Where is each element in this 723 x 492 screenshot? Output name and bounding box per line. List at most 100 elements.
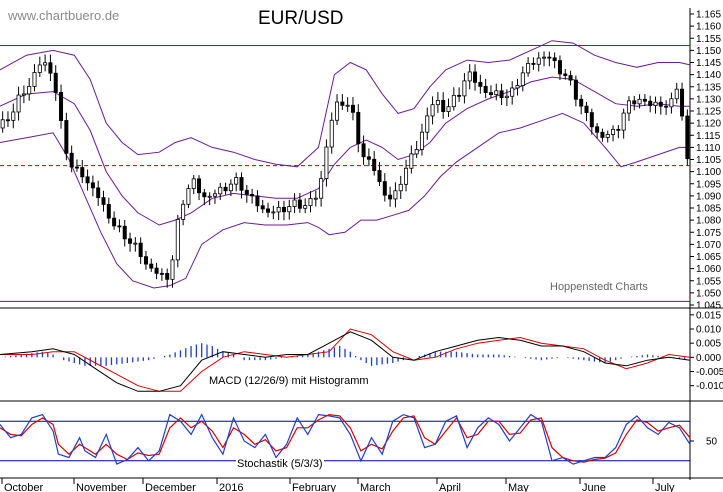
- candle-body: [271, 211, 276, 214]
- candle-body: [409, 153, 414, 169]
- candle-body: [605, 134, 610, 138]
- stoch-d-line: [0, 413, 691, 463]
- chart-credit: Hoppenstedt Charts: [550, 281, 648, 293]
- candle-body: [122, 225, 127, 240]
- price-tick-label: 1.135: [696, 82, 721, 93]
- candle-body: [642, 98, 647, 102]
- candle-body: [584, 105, 589, 114]
- candle-body: [37, 64, 42, 73]
- candle-body: [568, 75, 573, 81]
- x-tick-label: 2016: [219, 482, 243, 492]
- candle-body: [685, 115, 690, 160]
- macd-tick-label: -0.005: [696, 367, 723, 378]
- candle-body: [64, 120, 69, 154]
- candle-body: [632, 100, 637, 105]
- macd-signal-line: [0, 328, 691, 392]
- candle-body: [133, 242, 138, 245]
- macd-tick-label: 0.000: [696, 353, 721, 364]
- candle-body: [106, 204, 111, 219]
- candle-body: [276, 206, 281, 213]
- candle-body: [319, 178, 324, 199]
- candle-body: [74, 166, 79, 169]
- candle-body: [218, 186, 223, 195]
- price-tick-label: 1.110: [696, 143, 721, 154]
- x-tick-label: December: [145, 482, 196, 492]
- candle-body: [504, 95, 509, 99]
- price-tick-label: 1.050: [696, 288, 721, 299]
- price-tick-label: 1.120: [696, 119, 721, 130]
- price-tick-label: 1.155: [696, 34, 721, 45]
- candle-body: [350, 104, 355, 113]
- candle-body: [186, 188, 191, 205]
- candle-body: [165, 273, 170, 280]
- candle-body: [674, 88, 679, 100]
- price-tick-label: 1.065: [696, 252, 721, 263]
- candle-body: [547, 56, 552, 59]
- candle-body: [308, 198, 313, 207]
- candle-body: [531, 63, 536, 65]
- candle-body: [345, 104, 350, 107]
- candle-body: [361, 143, 366, 158]
- candle-body: [16, 94, 21, 113]
- candle-body: [287, 206, 292, 213]
- candle-body: [669, 98, 674, 108]
- candle-body: [80, 167, 85, 178]
- candle-body: [573, 79, 578, 100]
- candle-body: [419, 131, 424, 150]
- candle-body: [579, 98, 584, 107]
- candle-body: [382, 181, 387, 196]
- stoch-k-line: [0, 413, 691, 465]
- candle-body: [488, 92, 493, 96]
- candle-body: [250, 193, 255, 197]
- price-tick-label: 1.160: [696, 22, 721, 33]
- candle-body: [207, 195, 212, 198]
- candle-body: [170, 259, 175, 280]
- candle-body: [446, 106, 451, 112]
- candle-body: [43, 62, 48, 66]
- candle-body: [499, 90, 504, 99]
- macd-tick-label: 0.005: [696, 339, 721, 350]
- macd-tick-label: -0.010: [696, 381, 723, 392]
- candle-body: [191, 178, 196, 189]
- candle-body: [366, 156, 371, 160]
- candle-body: [648, 100, 653, 106]
- candle-body: [149, 263, 154, 269]
- candle-body: [297, 199, 302, 209]
- x-tick-label: February: [292, 482, 337, 492]
- candle-body: [483, 85, 488, 93]
- candle-body: [425, 115, 430, 133]
- macd-line: [0, 331, 691, 392]
- candle-body: [181, 203, 186, 220]
- candle-body: [90, 182, 95, 189]
- candle-body: [53, 72, 58, 93]
- candle-body: [680, 88, 685, 117]
- bollinger-middle: [0, 76, 690, 226]
- candle-body: [128, 238, 133, 244]
- candle-body: [59, 92, 64, 121]
- candle-body: [520, 72, 525, 86]
- candle-body: [143, 256, 148, 265]
- candle-body: [244, 189, 249, 195]
- watermark: www.chartbuero.de: [8, 8, 120, 23]
- candle-body: [451, 94, 456, 108]
- candle-body: [595, 126, 600, 133]
- candle-body: [197, 178, 202, 194]
- candle-body: [255, 195, 260, 207]
- candle-body: [510, 87, 515, 97]
- candle-body: [526, 63, 531, 74]
- price-tick-label: 1.100: [696, 167, 721, 178]
- candle-body: [112, 217, 117, 227]
- candle-body: [335, 101, 340, 121]
- candle-body: [228, 183, 233, 192]
- stoch-tick-label: 50: [706, 437, 718, 448]
- price-tick-label: 1.060: [696, 264, 721, 275]
- candle-body: [557, 60, 562, 75]
- candle-body: [324, 146, 329, 179]
- candle-body: [266, 208, 271, 213]
- candle-body: [616, 128, 621, 131]
- x-tick-label: July: [655, 482, 675, 492]
- candle-body: [377, 170, 382, 183]
- candle-body: [515, 85, 520, 89]
- price-tick-label: 1.105: [696, 155, 721, 166]
- x-tick-label: March: [360, 482, 391, 492]
